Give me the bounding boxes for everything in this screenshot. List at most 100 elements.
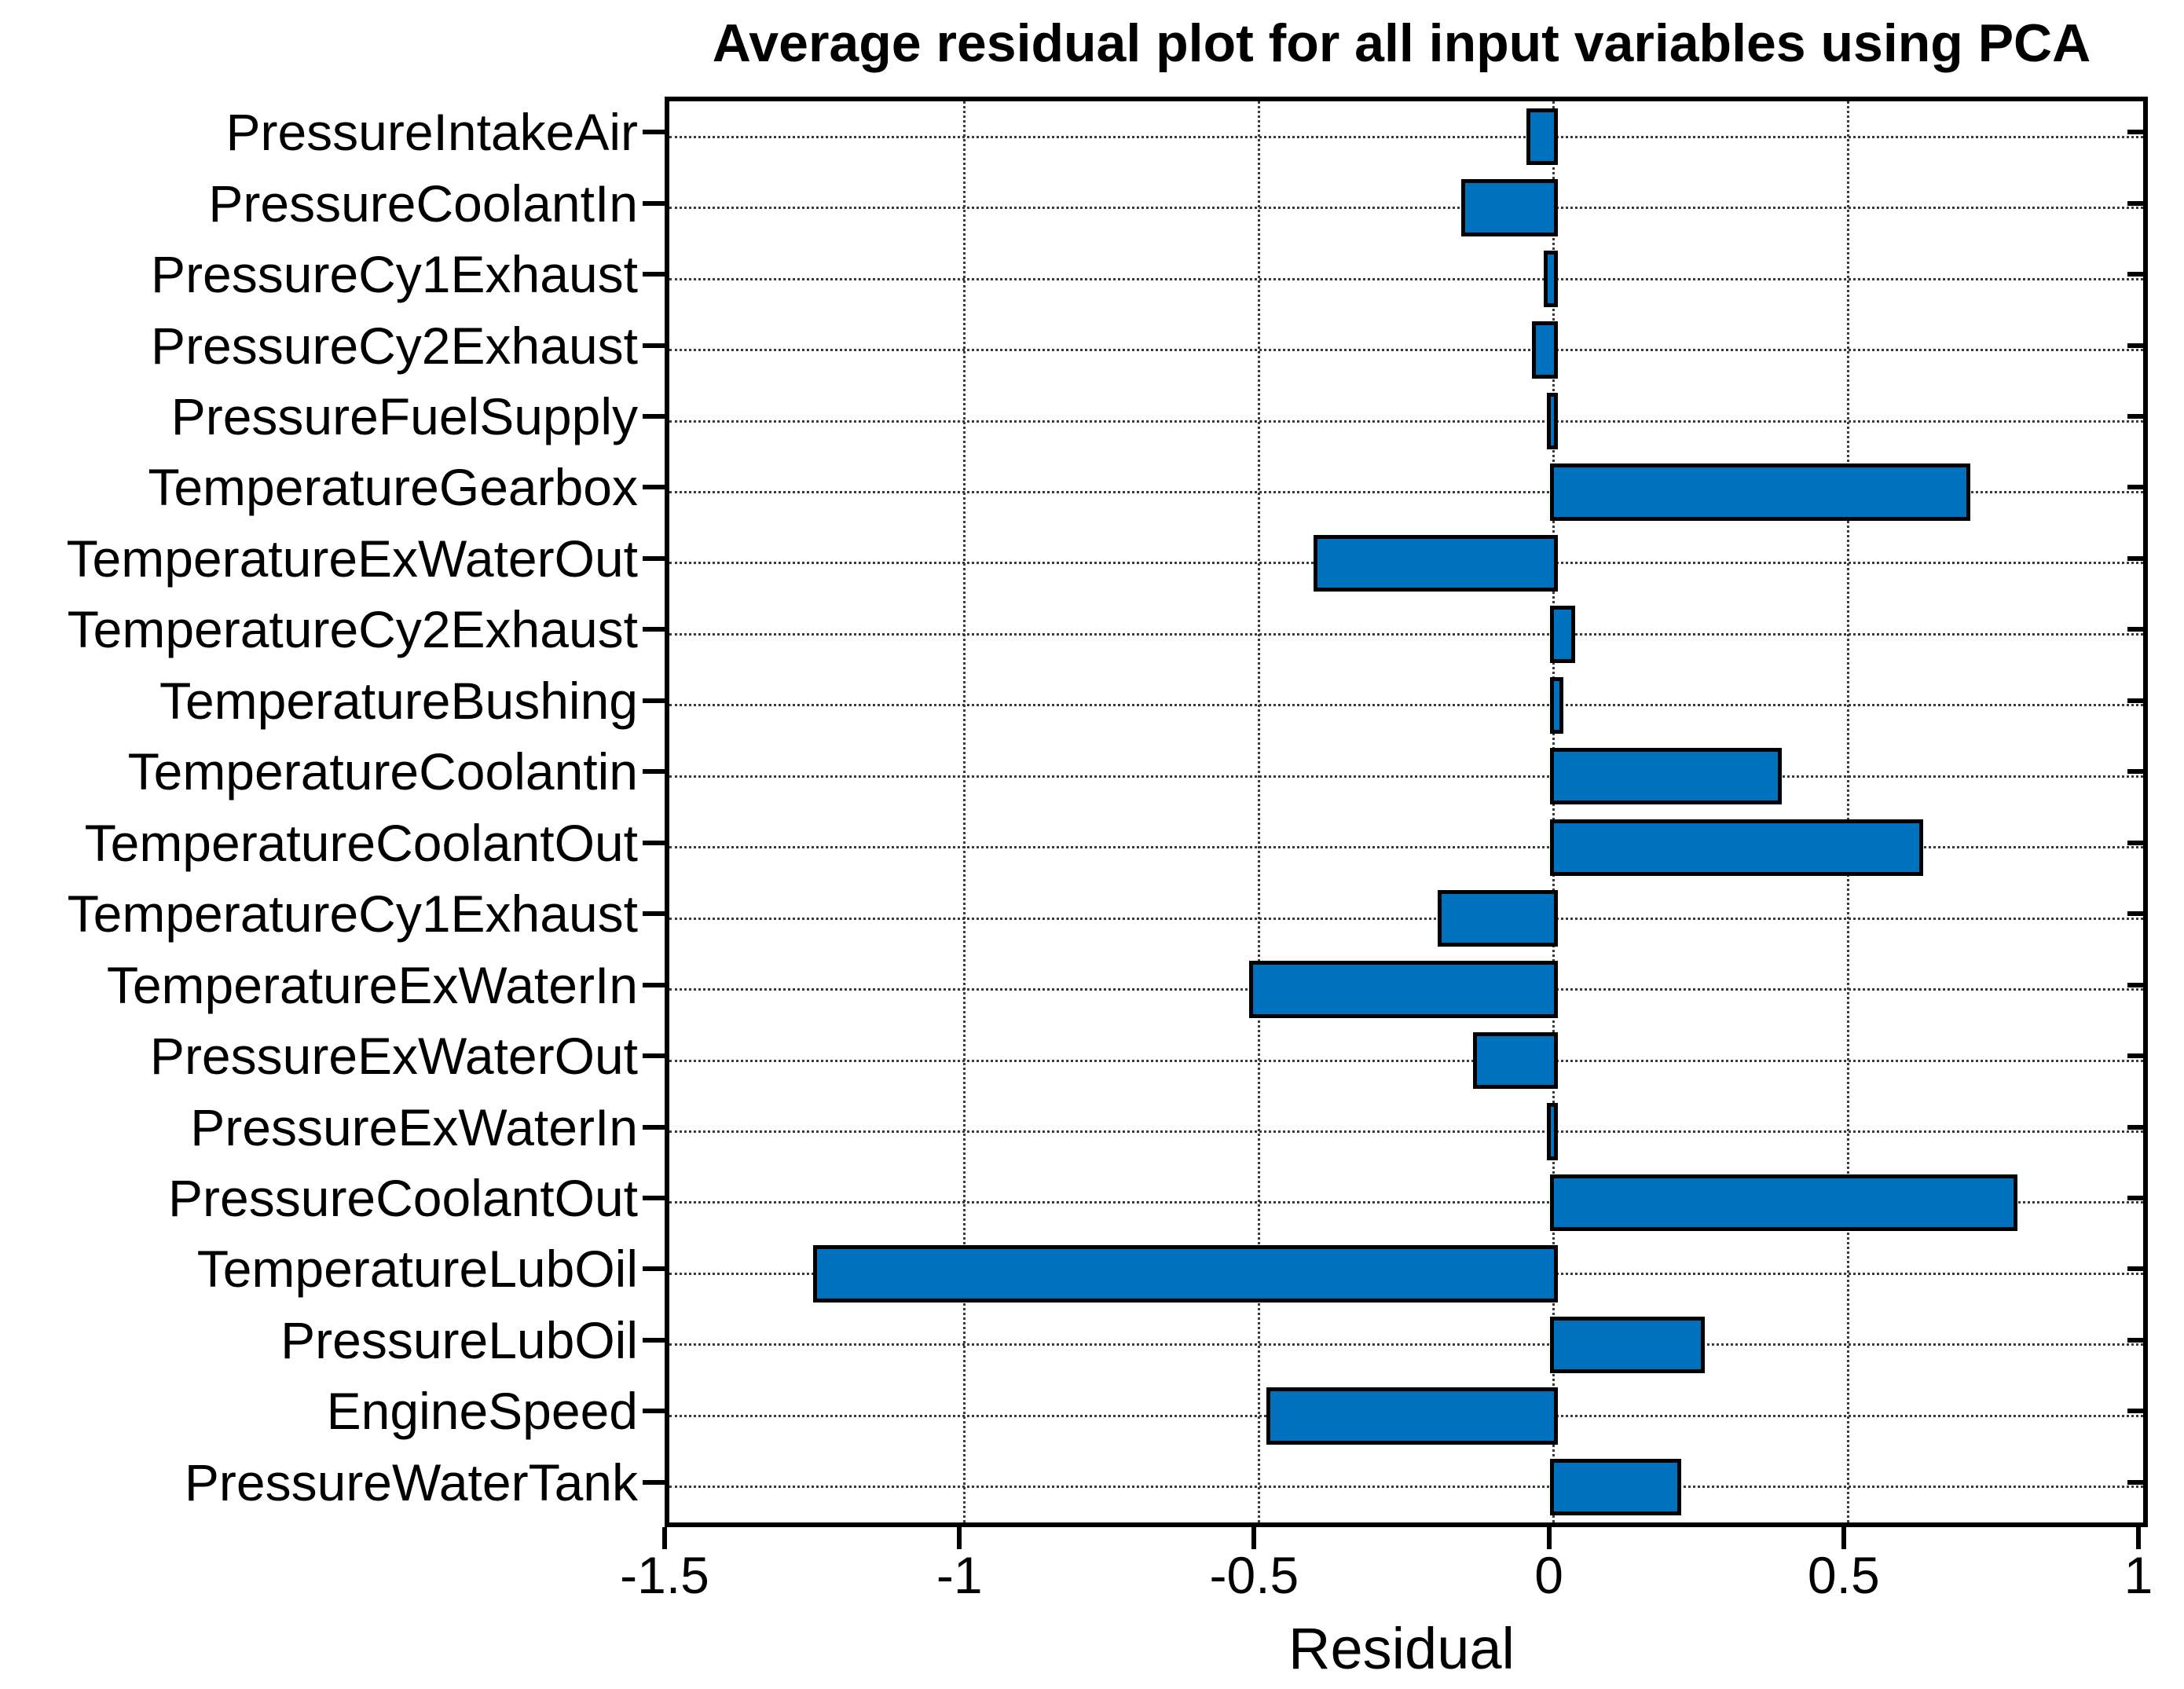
y-tick-mark-right bbox=[2127, 130, 2143, 135]
vertical-gridline--1 bbox=[962, 101, 966, 1522]
horizontal-gridline bbox=[669, 846, 2143, 849]
vertical-gridline-0.5 bbox=[1847, 101, 1850, 1522]
y-tick-label-TemperatureCy1Exhaust: TemperatureCy1Exhaust bbox=[67, 885, 638, 943]
y-tick-mark-left bbox=[643, 911, 665, 917]
bar-TemperatureExWaterOut bbox=[1314, 534, 1558, 592]
y-tick-mark-left bbox=[643, 1409, 665, 1414]
y-tick-label-PressureExWaterOut: PressureExWaterOut bbox=[149, 1027, 638, 1086]
x-axis-label: Residual bbox=[1288, 1616, 1515, 1681]
chart-title: Average residual plot for all input vari… bbox=[712, 13, 2091, 73]
y-tick-mark-right bbox=[2127, 414, 2143, 420]
y-tick-label-PressureExWaterIn: PressureExWaterIn bbox=[190, 1097, 638, 1156]
y-tick-mark-left bbox=[643, 1053, 665, 1059]
horizontal-gridline bbox=[669, 277, 2143, 280]
y-tick-mark-left bbox=[643, 1479, 665, 1485]
bar-PressureLubOil bbox=[1549, 1316, 1706, 1374]
y-tick-mark-right bbox=[2127, 840, 2143, 845]
bar-PressureWaterTank bbox=[1549, 1458, 1682, 1515]
y-tick-mark-left bbox=[643, 343, 665, 348]
y-tick-mark-right bbox=[2127, 769, 2143, 775]
y-tick-label-TemperatureLubOil: TemperatureLubOil bbox=[196, 1240, 638, 1299]
y-tick-label-PressureCy2Exhaust: PressureCy2Exhaust bbox=[151, 316, 638, 375]
x-tick-mark-0.5 bbox=[1841, 1527, 1846, 1549]
x-tick-label--0.5: -0.5 bbox=[1209, 1546, 1299, 1604]
x-tick-label-1: 1 bbox=[2124, 1546, 2153, 1604]
y-tick-mark-left bbox=[643, 272, 665, 277]
y-tick-label-PressureLubOil: PressureLubOil bbox=[280, 1310, 638, 1369]
bar-TemperatureExWaterIn bbox=[1248, 961, 1558, 1018]
y-tick-mark-right bbox=[2127, 1195, 2143, 1200]
y-tick-mark-left bbox=[643, 698, 665, 703]
y-tick-mark-right bbox=[2127, 982, 2143, 987]
y-tick-label-TemperatureCoolantOut: TemperatureCoolantOut bbox=[84, 813, 638, 872]
bar-TemperatureBushing bbox=[1549, 676, 1564, 734]
y-tick-mark-left bbox=[643, 627, 665, 632]
y-tick-mark-right bbox=[2127, 1479, 2143, 1485]
horizontal-gridline bbox=[669, 1059, 2143, 1062]
y-tick-mark-right bbox=[2127, 911, 2143, 917]
y-tick-mark-left bbox=[643, 769, 665, 775]
bar-PressureCy2Exhaust bbox=[1532, 321, 1558, 379]
y-tick-label-PressureCoolantIn: PressureCoolantIn bbox=[208, 174, 638, 233]
y-tick-mark-right bbox=[2127, 1266, 2143, 1272]
y-tick-mark-left bbox=[643, 414, 665, 420]
horizontal-gridline bbox=[669, 1486, 2143, 1489]
x-tick-mark--1.5 bbox=[662, 1527, 667, 1549]
x-tick-mark-1 bbox=[2136, 1527, 2141, 1549]
y-tick-label-EngineSpeed: EngineSpeed bbox=[326, 1382, 638, 1441]
horizontal-gridline bbox=[669, 1201, 2143, 1204]
y-tick-mark-left bbox=[643, 1266, 665, 1272]
y-tick-label-TemperatureGearbox: TemperatureGearbox bbox=[148, 458, 638, 517]
y-tick-mark-right bbox=[2127, 1053, 2143, 1059]
horizontal-gridline bbox=[669, 135, 2143, 138]
y-tick-label-TemperatureExWaterIn: TemperatureExWaterIn bbox=[106, 955, 638, 1014]
y-tick-label-PressureIntakeAir: PressureIntakeAir bbox=[225, 103, 638, 162]
y-tick-mark-left bbox=[643, 840, 665, 845]
y-tick-label-PressureCoolantOut: PressureCoolantOut bbox=[168, 1168, 638, 1227]
x-tick-mark-0 bbox=[1546, 1527, 1552, 1549]
bar-PressureCy1Exhaust bbox=[1544, 250, 1558, 308]
y-tick-mark-left bbox=[643, 130, 665, 135]
horizontal-gridline bbox=[669, 1343, 2143, 1346]
y-tick-mark-right bbox=[2127, 343, 2143, 348]
horizontal-gridline bbox=[669, 632, 2143, 636]
y-tick-mark-right bbox=[2127, 627, 2143, 632]
bar-PressureFuelSupply bbox=[1546, 392, 1558, 450]
horizontal-gridline bbox=[669, 349, 2143, 352]
horizontal-gridline bbox=[669, 490, 2143, 493]
y-tick-mark-right bbox=[2127, 272, 2143, 277]
bar-TemperatureCy1Exhaust bbox=[1438, 889, 1558, 947]
plot-area bbox=[665, 97, 2148, 1527]
y-tick-label-PressureWaterTank: PressureWaterTank bbox=[184, 1453, 638, 1511]
y-tick-label-TemperatureExWaterOut: TemperatureExWaterOut bbox=[66, 529, 638, 588]
bar-PressureCoolantIn bbox=[1461, 179, 1558, 236]
bar-TemperatureLubOil bbox=[812, 1245, 1558, 1302]
x-tick-label--1.5: -1.5 bbox=[620, 1546, 709, 1604]
vertical-gridline--0.5 bbox=[1257, 101, 1260, 1522]
y-tick-mark-left bbox=[643, 200, 665, 206]
y-tick-mark-right bbox=[2127, 200, 2143, 206]
bar-TemperatureCoolantOut bbox=[1549, 819, 1923, 876]
bar-TemperatureGearbox bbox=[1549, 463, 1970, 521]
bar-TemperatureCy2Exhaust bbox=[1549, 606, 1576, 663]
horizontal-gridline bbox=[669, 917, 2143, 920]
horizontal-gridline bbox=[669, 1130, 2143, 1134]
bar-PressureCoolantOut bbox=[1549, 1174, 2017, 1232]
x-tick-label-0.5: 0.5 bbox=[1807, 1546, 1880, 1604]
horizontal-gridline bbox=[669, 704, 2143, 707]
y-tick-label-TemperatureBushing: TemperatureBushing bbox=[159, 671, 638, 730]
bar-EngineSpeed bbox=[1266, 1387, 1558, 1445]
x-tick-label-0: 0 bbox=[1534, 1546, 1563, 1604]
y-tick-label-TemperatureCoolantin: TemperatureCoolantin bbox=[127, 742, 638, 801]
bar-PressureExWaterOut bbox=[1473, 1031, 1558, 1090]
y-tick-mark-right bbox=[2127, 555, 2143, 561]
x-tick-label--1: -1 bbox=[936, 1546, 983, 1604]
y-tick-mark-left bbox=[643, 982, 665, 987]
y-tick-mark-right bbox=[2127, 1124, 2143, 1130]
y-tick-mark-left bbox=[643, 1337, 665, 1343]
horizontal-gridline bbox=[669, 207, 2143, 210]
y-tick-label-PressureFuelSupply: PressureFuelSupply bbox=[170, 387, 638, 446]
x-tick-mark--1 bbox=[957, 1527, 962, 1549]
horizontal-gridline bbox=[669, 775, 2143, 778]
